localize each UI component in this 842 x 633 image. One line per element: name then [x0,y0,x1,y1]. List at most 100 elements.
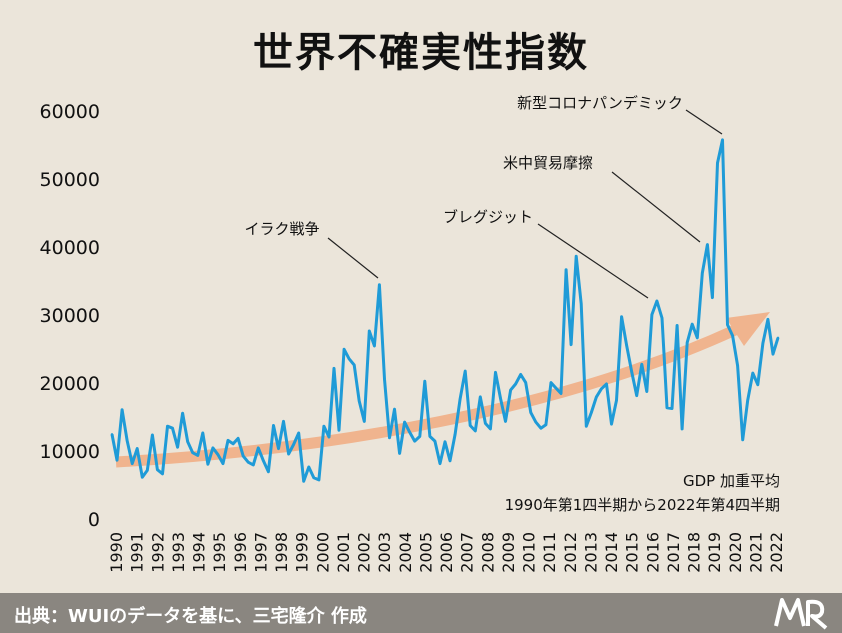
data-point [176,446,179,449]
data-point [252,463,255,467]
data-point [751,371,754,375]
data-point [686,341,689,344]
series-line [110,138,780,483]
x-tick-label: 2007 [458,532,477,573]
data-point [393,408,396,411]
x-tick-label: 1999 [293,532,312,573]
data-point [706,243,709,246]
data-point [549,381,553,384]
data-point [110,433,114,436]
data-point [418,435,421,438]
data-point [125,439,129,442]
data-point [766,318,770,321]
x-tick-label: 2003 [375,532,394,573]
data-point [231,442,235,445]
data-point [363,420,366,423]
y-tick-label: 50000 [40,169,100,191]
data-point [489,427,492,431]
data-point [610,422,613,426]
x-tick-label: 2009 [499,532,518,573]
x-tick-label: 2019 [705,532,724,573]
data-point [529,411,532,414]
data-point [448,459,452,462]
data-point [201,431,204,435]
y-tick-label: 30000 [40,305,100,327]
data-point [378,283,381,286]
data-point [625,344,628,347]
data-point [615,399,618,402]
data-point [236,437,240,440]
data-point [312,476,315,479]
data-point [272,424,275,427]
chart-title: 世界不確実性指数 [253,30,589,76]
data-point [403,420,406,424]
data-point [675,324,679,327]
data-point [494,371,497,374]
x-tick-label: 2001 [334,532,353,573]
annotation-leader-line [327,237,379,279]
data-point [347,357,351,360]
data-point [680,427,684,431]
y-axis: 0 10000 20000 30000 40000 50000 60000 [40,101,100,531]
data-point [575,255,578,258]
series-period-label: 1990年第1四半期から2022年第4四半期 [504,496,780,514]
data-point [474,429,477,433]
x-tick-label: 2018 [685,532,704,573]
x-tick-label: 2016 [643,532,662,573]
data-point [605,382,608,386]
y-tick-label: 20000 [40,373,100,395]
x-tick-label: 2022 [767,532,786,573]
data-point [282,420,285,423]
data-point [509,388,512,392]
x-tick-label: 1995 [210,532,229,573]
x-tick-label: 1994 [190,532,209,573]
data-point [539,427,543,430]
data-point [297,431,300,435]
x-tick-label: 2000 [313,532,332,573]
data-point [640,363,643,366]
data-point [368,329,371,333]
data-point [595,395,598,399]
data-point [590,411,593,414]
data-point [242,454,245,458]
x-tick-label: 2010 [520,532,539,573]
data-point [696,336,699,339]
data-point [670,407,674,410]
x-tick-label: 2021 [746,532,765,573]
x-tick-label: 2020 [726,532,745,573]
x-tick-label: 1998 [272,532,291,573]
data-point [731,334,734,337]
x-tick-label: 2008 [478,532,497,573]
footer-bar: 出典：WUIのデータを基に、三宅隆介 作成 [0,593,842,633]
data-point [186,440,189,443]
annotation-leader-line [611,171,701,243]
x-axis: 1990 1991 1992 1993 1994 1995 1996 1997 1998 1999… [107,532,786,573]
data-point [307,465,310,469]
x-tick-label: 2002 [355,532,374,573]
data-point [317,478,321,482]
data-point [247,461,250,464]
data-point [216,453,220,456]
series-line-path [110,138,780,483]
data-point [161,472,164,475]
x-tick-label: 2004 [396,532,415,573]
trend-arrow-head [726,312,770,346]
data-point [191,451,194,454]
data-point [514,382,517,386]
data-point [534,420,537,424]
data-point [388,436,391,439]
x-tick-label: 1992 [148,532,167,573]
annotations: イラク戦争 ブレグジット 米中貿易摩擦 新型コロナパンデミック [244,94,723,299]
data-point [287,452,290,456]
annotation-leader-line [685,109,723,135]
x-tick-label: 2017 [664,532,683,573]
data-point [484,422,487,425]
annotation-label: ブレグジット [443,208,533,226]
data-point [443,440,447,443]
data-point [716,161,719,165]
data-point [771,352,775,356]
data-point [353,363,356,367]
data-point [635,394,638,397]
data-point [580,302,583,305]
